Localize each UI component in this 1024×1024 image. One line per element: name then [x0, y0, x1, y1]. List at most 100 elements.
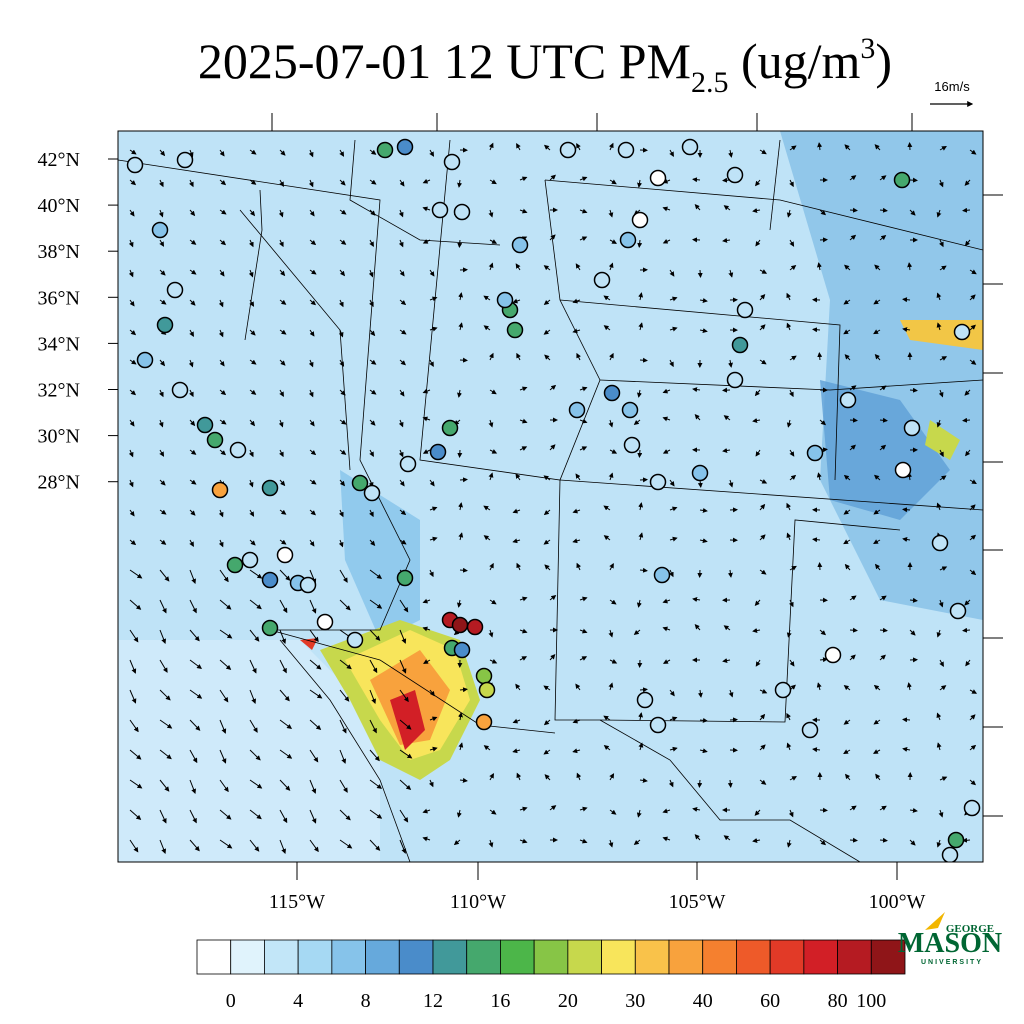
wind-arrow	[902, 297, 911, 303]
wind-arrow	[638, 322, 644, 331]
wind-arrow	[249, 389, 257, 395]
wind-arrow	[457, 179, 463, 188]
wind-arrow	[129, 809, 142, 820]
wind-arrow	[369, 239, 374, 247]
wind-arrow	[939, 566, 948, 571]
wind-arrow	[279, 569, 291, 581]
wind-arrow	[218, 509, 224, 518]
wind-arrow	[456, 599, 462, 608]
wind-arrow	[429, 506, 438, 512]
wind-arrow	[633, 419, 641, 426]
wind-arrow	[512, 298, 521, 304]
wind-arrow	[543, 749, 551, 755]
wind-arrow	[483, 295, 491, 301]
wind-arrow	[728, 479, 734, 488]
station	[151, 221, 169, 239]
wind-arrow	[188, 359, 194, 368]
wind-arrow	[819, 657, 828, 663]
wind-arrow	[609, 562, 614, 571]
wind-arrow	[458, 712, 463, 721]
wind-arrow	[129, 509, 135, 517]
wind-arrow	[456, 809, 462, 818]
wind-arrow	[516, 562, 521, 571]
colorbar: 0 4 8 12 16 20 30 40 60 80 100	[196, 939, 906, 1012]
wind-arrow	[369, 569, 383, 579]
wind-arrow	[489, 449, 498, 454]
wind-arrow	[543, 144, 551, 151]
wind-arrow	[309, 719, 322, 731]
wind-arrow	[399, 299, 407, 306]
wind-arrow	[662, 626, 671, 632]
wind-arrow	[338, 539, 344, 548]
lat-label: 42°N	[38, 149, 80, 171]
wind-arrow	[129, 599, 142, 610]
wind-arrow	[309, 749, 319, 763]
wind-arrow	[754, 389, 761, 397]
wind-arrow	[844, 563, 851, 571]
wind-arrow	[638, 292, 644, 301]
wind-arrow	[816, 472, 822, 481]
wind-arrow	[755, 179, 761, 187]
wind-arrow	[939, 146, 947, 151]
colorbar-box	[264, 939, 299, 975]
wind-arrow	[843, 749, 851, 755]
wind-arrow	[339, 479, 346, 487]
wind-arrow	[723, 205, 731, 211]
wind-arrow	[638, 532, 644, 541]
station	[774, 681, 792, 699]
wind-arrow	[369, 389, 377, 395]
wind-arrow	[669, 689, 675, 697]
station	[894, 461, 912, 479]
wind-arrow	[572, 718, 581, 724]
wind-arrow	[279, 719, 293, 729]
wind-arrow	[399, 629, 407, 644]
wind-arrow	[969, 294, 976, 301]
wind-arrow	[879, 234, 887, 241]
wind-arrow	[669, 506, 678, 512]
wind-arrow	[849, 595, 857, 601]
wind-arrow	[189, 479, 197, 485]
wind-arrow	[939, 475, 947, 481]
wind-arrow	[662, 659, 671, 664]
colorbar-box	[567, 939, 602, 975]
wind-arrow	[668, 779, 674, 788]
wind-arrow	[249, 359, 257, 365]
station	[475, 713, 493, 731]
wind-arrow	[369, 779, 383, 789]
wind-arrow	[519, 628, 528, 634]
station	[623, 436, 641, 454]
colorbar-box	[500, 939, 535, 975]
wind-arrow	[759, 149, 767, 155]
wind-arrow	[844, 354, 851, 361]
wind-arrow	[549, 654, 556, 661]
wind-arrow	[939, 776, 948, 782]
logo-line3: UNIVERSITY	[921, 959, 983, 966]
station	[443, 153, 461, 171]
wind-arrow	[429, 149, 434, 157]
lat-label: 28°N	[38, 472, 80, 494]
wind-arrow	[309, 509, 316, 516]
wind-arrow	[399, 599, 409, 613]
wind-arrow	[692, 387, 701, 393]
wind-arrow	[453, 839, 461, 846]
wind-arrow	[699, 538, 708, 544]
wind-arrow	[128, 239, 134, 248]
wind-arrow	[909, 597, 918, 603]
colorbar-box	[533, 939, 569, 975]
wind-arrow	[159, 749, 172, 760]
wind-arrow	[398, 239, 404, 248]
wind-arrow	[279, 449, 284, 458]
wind-arrow	[669, 296, 678, 302]
wind-arrow	[759, 359, 767, 365]
wind-arrow	[817, 142, 823, 151]
wind-arrow	[128, 449, 134, 458]
wind-arrow	[159, 449, 165, 457]
wind-arrow	[636, 809, 642, 818]
wind-arrow	[338, 329, 344, 338]
wind-arrow	[219, 149, 225, 157]
wind-arrow	[483, 535, 491, 541]
wind-arrow	[575, 683, 581, 691]
lon-label: 115°W	[269, 891, 325, 913]
wind-arrow	[218, 299, 224, 308]
wind-arrow	[728, 269, 734, 278]
